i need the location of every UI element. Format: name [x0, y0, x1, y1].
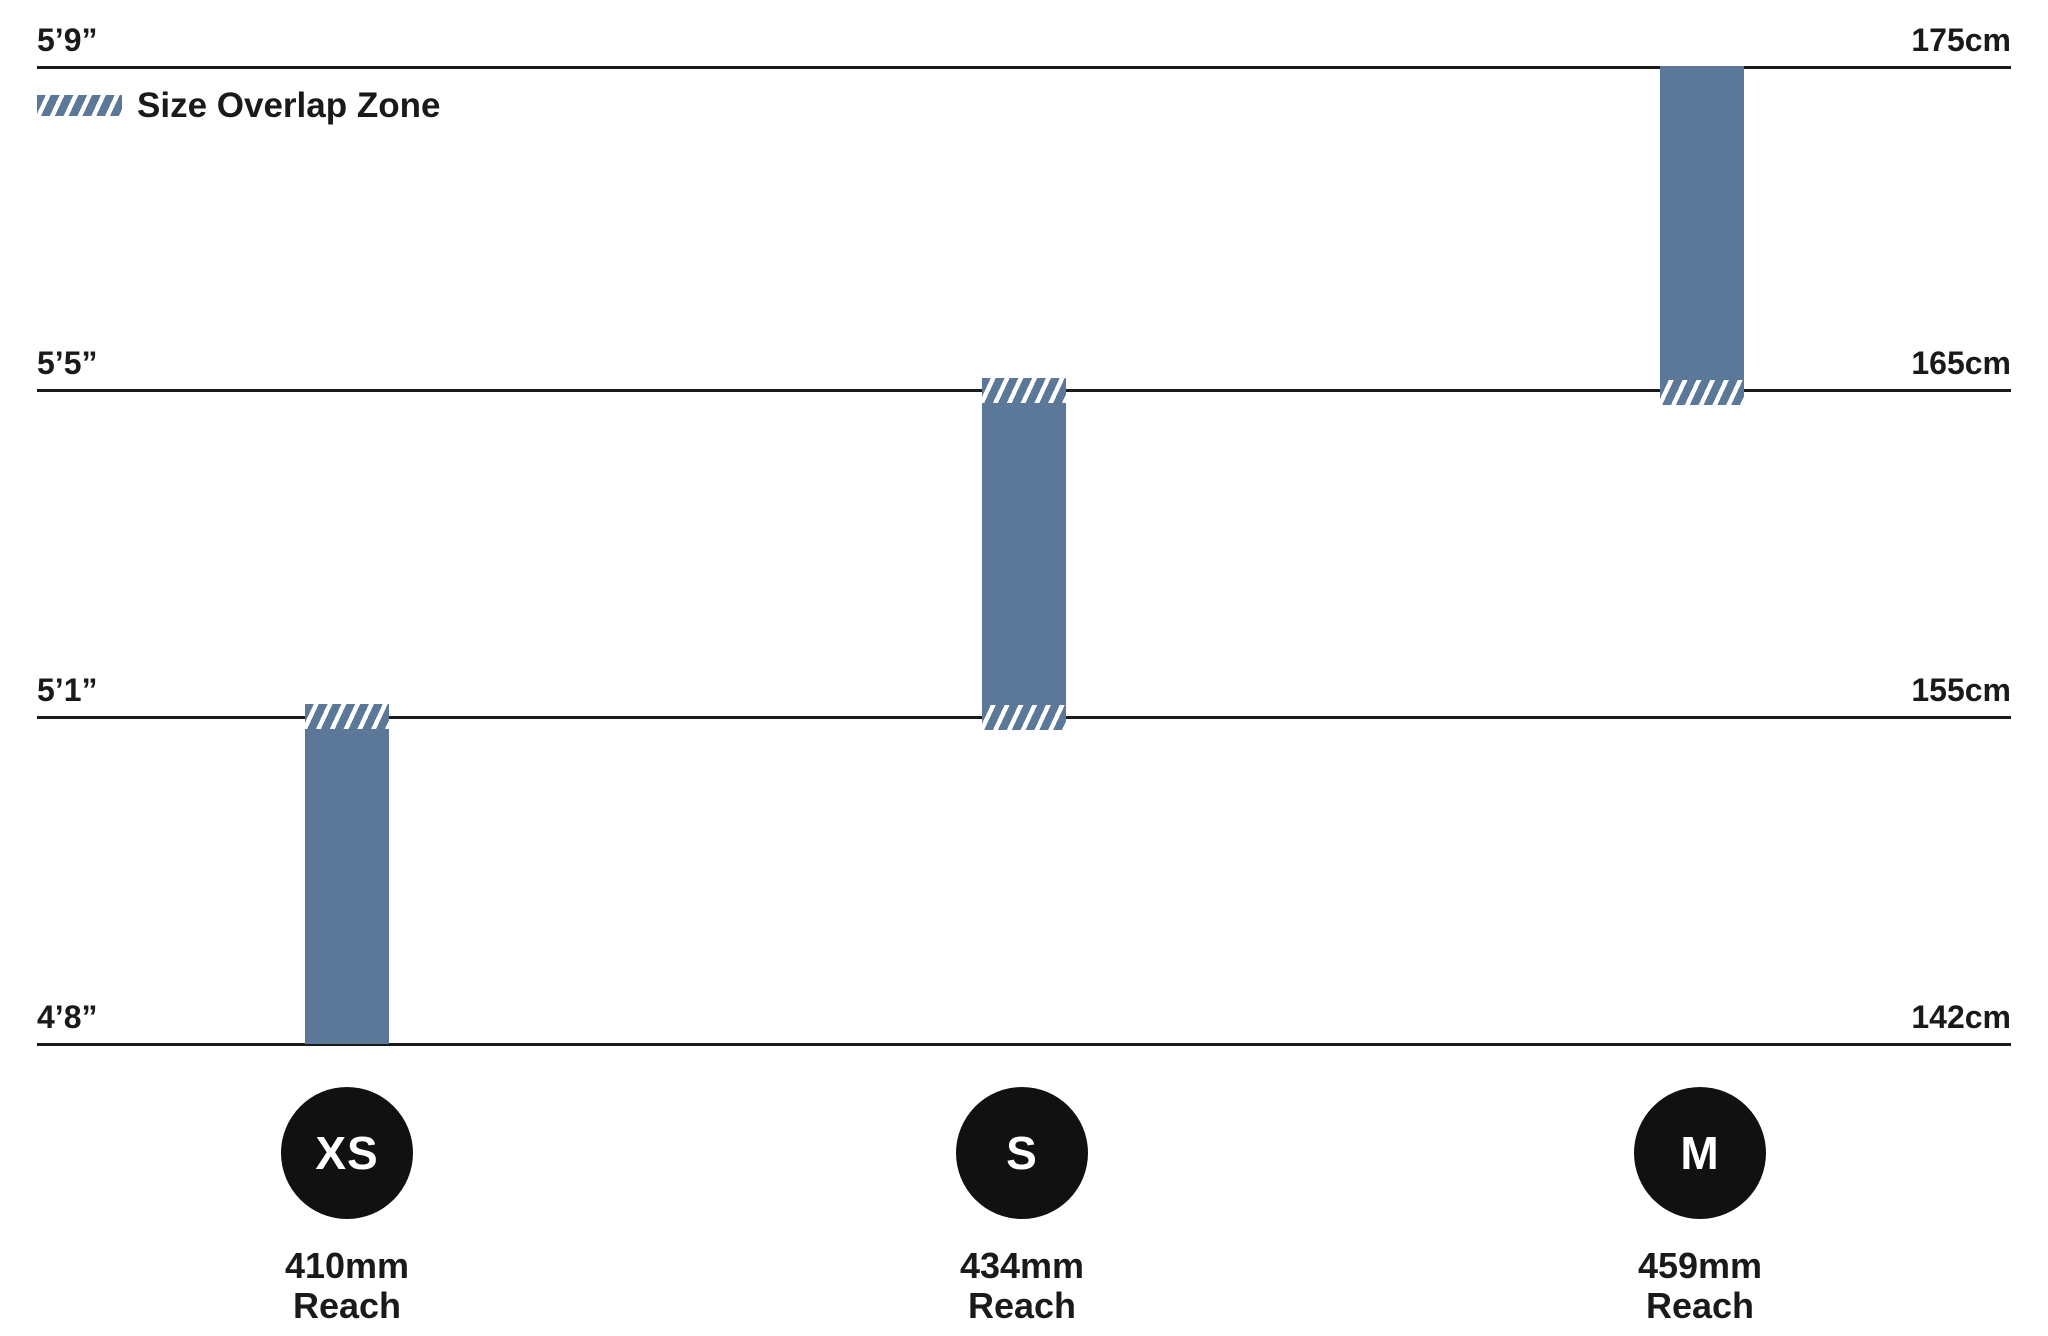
- legend-label: Size Overlap Zone: [137, 86, 441, 125]
- reach-value-m: 459mm: [1637, 1245, 1763, 1286]
- reach-label-m: 459mm Reach: [1540, 1246, 1860, 1326]
- legend: Size Overlap Zone: [37, 88, 440, 123]
- axis-label-metric-165cm: 165cm: [1911, 345, 2011, 381]
- reach-label-s: 434mm Reach: [862, 1246, 1182, 1326]
- size-badge-m: M: [1634, 1087, 1766, 1219]
- overlap-hatch-swatch-icon: [37, 95, 122, 116]
- size-bar-m-solid: [1660, 66, 1744, 380]
- gridline-175cm: [37, 66, 2011, 69]
- axis-label-metric-142cm: 142cm: [1911, 999, 2011, 1035]
- axis-label-imperial-4ft8: 4’8”: [37, 999, 98, 1035]
- reach-word-xs: Reach: [292, 1285, 402, 1326]
- size-badge-s: S: [956, 1087, 1088, 1219]
- size-badge-xs: XS: [281, 1087, 413, 1219]
- axis-label-metric-155cm: 155cm: [1911, 672, 2011, 708]
- axis-label-metric-175cm: 175cm: [1911, 22, 2011, 58]
- size-bar-m-overlap-bottom: [1660, 380, 1744, 405]
- size-bar-s-overlap-bottom: [982, 705, 1066, 730]
- size-bar-xs: [305, 704, 389, 1044]
- axis-label-imperial-5ft5: 5’5”: [37, 345, 98, 381]
- reach-value-s: 434mm: [959, 1245, 1085, 1286]
- reach-value-xs: 410mm: [284, 1245, 410, 1286]
- size-bar-s-overlap-top: [982, 378, 1066, 403]
- size-bar-xs-overlap-top: [305, 704, 389, 729]
- size-bar-xs-solid: [305, 729, 389, 1044]
- reach-word-s: Reach: [967, 1285, 1077, 1326]
- size-bar-m: [1660, 66, 1744, 405]
- reach-label-xs: 410mm Reach: [187, 1246, 507, 1326]
- reach-word-m: Reach: [1645, 1285, 1755, 1326]
- axis-label-imperial-5ft1: 5’1”: [37, 672, 98, 708]
- gridline-142cm: [37, 1043, 2011, 1046]
- size-bar-s: [982, 378, 1066, 730]
- axis-label-imperial-5ft9: 5’9”: [37, 22, 98, 58]
- size-bar-s-solid: [982, 403, 1066, 705]
